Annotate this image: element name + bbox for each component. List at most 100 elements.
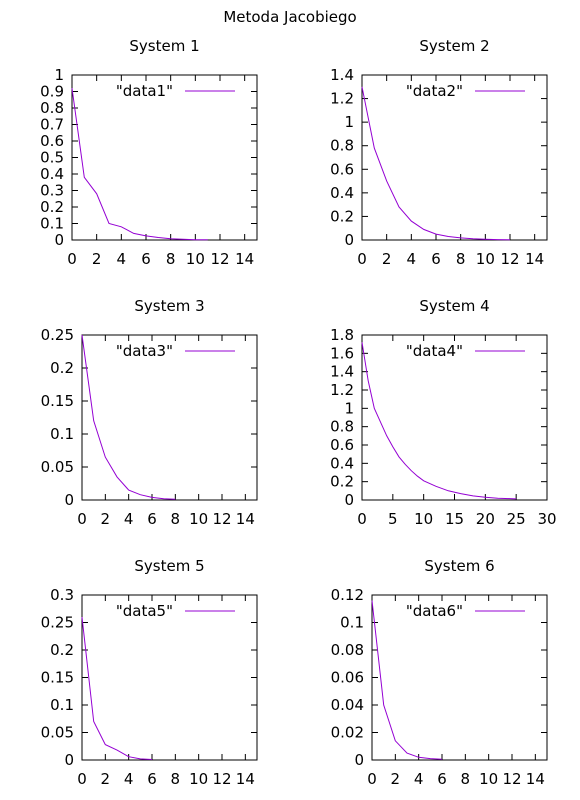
- y-tick-label: 0: [344, 231, 354, 249]
- x-tick-label: 2: [92, 250, 102, 268]
- series-line: [71, 88, 208, 241]
- y-tick-label: 0.4: [40, 165, 64, 183]
- y-tick-label: 0.1: [40, 215, 64, 233]
- x-tick-label: 4: [117, 250, 127, 268]
- y-tick-label: 0.2: [330, 473, 354, 491]
- x-tick-label: 4: [124, 770, 134, 788]
- y-tick-label: 0.4: [330, 184, 354, 202]
- y-tick-label: 0.2: [330, 207, 354, 225]
- chart-title: System 4: [419, 297, 489, 315]
- x-tick-label: 2: [382, 250, 392, 268]
- y-tick-label: 0.2: [50, 641, 74, 659]
- x-tick-label: 6: [141, 250, 151, 268]
- y-tick-label: 0.1: [50, 696, 74, 714]
- x-tick-label: 10: [479, 770, 498, 788]
- y-tick-label: 1: [344, 399, 354, 417]
- series-line: [361, 342, 517, 500]
- y-tick-label: 1.6: [330, 344, 354, 362]
- x-tick-label: 4: [407, 250, 417, 268]
- series-line: [371, 600, 443, 760]
- chart-4: System 40 5 10 15 20 25 3000.20.40.60.811.21.4…: [330, 297, 556, 528]
- legend-label: "data3": [116, 342, 173, 360]
- x-tick-label: 8: [461, 770, 471, 788]
- y-tick-label: 0: [344, 491, 354, 509]
- legend-label: "data5": [116, 602, 173, 620]
- x-tick-label: 12: [500, 250, 519, 268]
- y-tick-label: 0.2: [40, 198, 64, 216]
- x-tick-label: 6: [431, 250, 441, 268]
- x-tick-label: 8: [456, 250, 466, 268]
- chart-5: System 50 2 4 6 8 10 12 1400.050.10.150.20.250.…: [41, 557, 258, 788]
- y-tick-label: 0.5: [40, 149, 64, 167]
- y-tick-label: 1.2: [330, 381, 354, 399]
- y-tick-label: 1.4: [330, 363, 354, 381]
- x-tick-label: 2: [101, 510, 111, 528]
- x-tick-label: 2: [391, 770, 401, 788]
- y-tick-label: 0.25: [41, 326, 74, 344]
- plot-frame: [81, 334, 258, 501]
- x-tick-label: 14: [526, 770, 545, 788]
- y-tick-label: 0.04: [331, 696, 364, 714]
- y-tick-label: 1.2: [330, 90, 354, 108]
- y-tick-label: 0.3: [40, 182, 64, 200]
- chart-3: System 30 2 4 6 8 10 12 1400.050.10.150.20.25"d…: [41, 297, 258, 528]
- x-tick-label: 12: [212, 770, 231, 788]
- chart-title: System 5: [134, 557, 204, 575]
- y-tick-label: 1.8: [330, 326, 354, 344]
- x-tick-label: 6: [437, 770, 447, 788]
- legend-label: "data1": [116, 82, 173, 100]
- y-tick-label: 0.06: [331, 669, 364, 687]
- chart-2: System 20 2 4 6 8 10 12 1400.20.40.60.811.21.4"…: [330, 37, 548, 268]
- y-tick-label: 1: [344, 113, 354, 131]
- y-tick-label: 0.6: [40, 132, 64, 150]
- x-tick-label: 20: [476, 510, 495, 528]
- x-tick-label: 12: [212, 510, 231, 528]
- y-tick-label: 0.7: [40, 116, 64, 134]
- y-tick-label: 0.8: [330, 418, 354, 436]
- x-tick-label: 8: [171, 510, 181, 528]
- y-tick-label: 0: [354, 751, 364, 769]
- legend-label: "data4": [406, 342, 463, 360]
- y-tick-label: 1.4: [330, 66, 354, 84]
- chart-title: System 3: [134, 297, 204, 315]
- y-tick-label: 0.8: [40, 99, 64, 117]
- x-tick-label: 30: [537, 510, 556, 528]
- x-tick-label: 12: [502, 770, 521, 788]
- chart-title: System 6: [424, 557, 494, 575]
- y-tick-label: 0.15: [41, 392, 74, 410]
- x-tick-label: 15: [445, 510, 464, 528]
- x-tick-label: 6: [147, 510, 157, 528]
- legend-label: "data2": [406, 82, 463, 100]
- y-tick-label: 0.6: [330, 160, 354, 178]
- y-tick-label: 0.4: [330, 454, 354, 472]
- chart-title: System 1: [129, 37, 199, 55]
- y-tick-label: 0.1: [340, 614, 364, 632]
- y-tick-label: 0: [64, 751, 74, 769]
- x-tick-label: 2: [101, 770, 111, 788]
- plot-frame: [361, 74, 548, 241]
- series-line: [81, 334, 176, 500]
- x-tick-label: 10: [189, 510, 208, 528]
- y-tick-label: 1: [54, 66, 64, 84]
- x-tick-label: 0: [367, 770, 377, 788]
- x-tick-label: 25: [507, 510, 526, 528]
- y-tick-label: 0.05: [41, 724, 74, 742]
- y-tick-label: 0.8: [330, 137, 354, 155]
- x-tick-label: 0: [77, 770, 87, 788]
- x-tick-label: 0: [357, 510, 367, 528]
- x-tick-label: 10: [414, 510, 433, 528]
- x-tick-label: 12: [210, 250, 229, 268]
- y-tick-label: 0.9: [40, 83, 64, 101]
- y-tick-label: 0.12: [331, 586, 364, 604]
- y-tick-label: 0.3: [50, 586, 74, 604]
- x-tick-label: 10: [476, 250, 495, 268]
- legend-label: "data6": [406, 602, 463, 620]
- x-tick-label: 0: [77, 510, 87, 528]
- figure-title: Metoda Jacobiego: [223, 8, 357, 26]
- x-tick-label: 4: [414, 770, 424, 788]
- x-tick-label: 8: [171, 770, 181, 788]
- series-line: [81, 616, 153, 760]
- chart-1: System 10 2 4 6 8 10 12 1400.10.20.30.40.50.60.…: [40, 37, 258, 268]
- x-tick-label: 0: [67, 250, 77, 268]
- y-tick-label: 0: [64, 491, 74, 509]
